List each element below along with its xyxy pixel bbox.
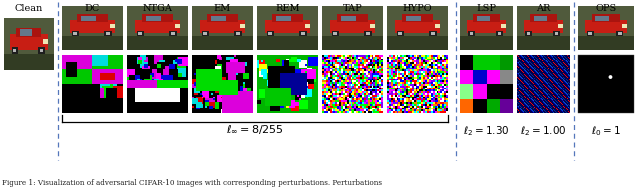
Bar [473, 70, 486, 84]
Bar [473, 84, 486, 98]
Bar [486, 70, 500, 84]
Bar [486, 98, 500, 113]
Text: REM: REM [275, 4, 300, 13]
Bar [578, 55, 634, 113]
Text: $\ell_2 = 1.30$: $\ell_2 = 1.30$ [463, 124, 509, 138]
Text: DC: DC [85, 4, 100, 13]
Text: $\ell_0 = 1$: $\ell_0 = 1$ [591, 124, 621, 138]
Text: OPS: OPS [595, 4, 616, 13]
Bar [473, 55, 486, 70]
Bar [500, 98, 513, 113]
Bar [460, 55, 473, 70]
Bar [460, 98, 473, 113]
Bar [486, 55, 500, 70]
Bar [500, 70, 513, 84]
Bar [500, 84, 513, 98]
Text: NTGA: NTGA [143, 4, 172, 13]
Text: Figure 1: Visualization of adversarial CIFAR-10 images with corresponding pertur: Figure 1: Visualization of adversarial C… [2, 179, 382, 187]
Circle shape [609, 76, 612, 78]
Bar [460, 70, 473, 84]
Text: LSP: LSP [477, 4, 497, 13]
Bar [460, 84, 473, 98]
Bar [486, 84, 500, 98]
Text: $\ell_\infty = 8/255$: $\ell_\infty = 8/255$ [226, 124, 284, 136]
Bar [473, 98, 486, 113]
Text: EM: EM [214, 4, 231, 13]
Bar [500, 55, 513, 70]
Text: HYPO: HYPO [403, 4, 432, 13]
Text: Clean: Clean [15, 4, 43, 13]
Text: $\ell_2 = 1.00$: $\ell_2 = 1.00$ [520, 124, 567, 138]
Text: TAP: TAP [342, 4, 362, 13]
Text: AR: AR [536, 4, 550, 13]
